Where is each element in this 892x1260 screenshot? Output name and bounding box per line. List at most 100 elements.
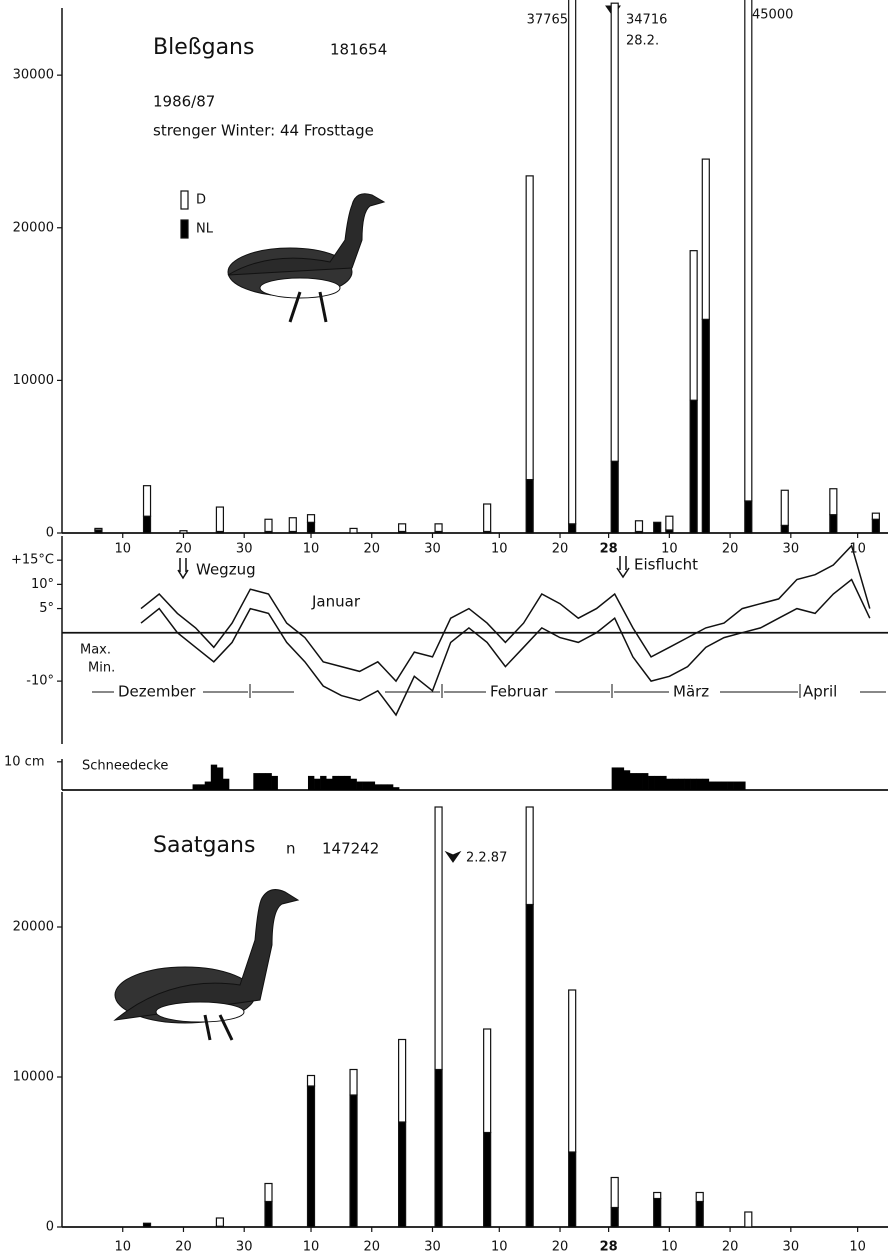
bar-segment [569,1152,576,1227]
x-tick-label: 20 [175,542,192,557]
month-label: Februar [490,683,548,701]
y-tick-label: 10000 [13,373,54,388]
bar-segment [399,1122,406,1227]
bar-segment [781,490,788,525]
bar-segment [95,528,102,530]
bar-segment [702,319,709,533]
bar-segment [696,1193,703,1202]
bar [253,773,259,790]
bar-segment [350,1070,357,1096]
bar-segment [611,461,618,533]
bar [259,773,265,790]
bar-segment [435,1070,442,1228]
bar-label: 34716 [626,13,667,28]
bar-segment [569,524,576,533]
bar [618,767,624,790]
bar [375,784,381,790]
y-tick-label: 20000 [13,220,54,235]
bar [369,782,375,790]
bar [338,776,344,790]
goose-illustration [115,890,298,1040]
bar-segment [830,515,837,533]
figure: 0100002000030000102030102030102028102030… [0,0,892,1260]
y-tick-label: 20000 [13,920,54,935]
bar-segment [435,524,442,532]
bar [654,776,660,790]
x-tick-label: 30 [424,1240,441,1255]
bar-segment [781,525,788,533]
bar [211,765,217,790]
bar [205,782,211,790]
bar [326,779,332,790]
bar-segment [308,1086,315,1227]
x-tick-label: 28 [600,542,618,557]
bar [697,779,703,790]
x-tick-label: 30 [783,542,800,557]
x-tick-label: 10 [491,542,508,557]
chart-title: Saatgans [153,833,255,858]
x-tick-label: 20 [363,1240,380,1255]
x-tick-label: 10 [114,1240,131,1255]
bar [703,779,709,790]
bar [320,776,326,790]
bar-segment [308,522,315,533]
chart-note: strenger Winter: 44 Frosttage [153,122,374,140]
y-tick-label: 5° [39,601,54,616]
x-tick-label: 10 [661,1240,678,1255]
x-tick-label: 10 [114,542,131,557]
month-label: Dezember [118,683,196,701]
x-tick-label: 20 [363,542,380,557]
bar [691,779,697,790]
bar-segment [399,1040,406,1123]
bar-segment [308,1076,315,1087]
bar-segment [611,3,618,461]
bar-segment [216,1218,223,1226]
bar-segment [526,905,533,1228]
bar-segment [435,807,442,1070]
bar [648,776,654,790]
y-tick-label: 0 [46,526,54,541]
bar [393,787,399,790]
bar-segment [265,519,272,531]
bar-segment [696,1202,703,1228]
bar [642,773,648,790]
bar-segment [690,400,697,533]
bar-segment [350,528,357,533]
bar [199,784,205,790]
bars [193,765,746,790]
bar [387,784,393,790]
bar [672,779,678,790]
bar-segment [308,515,315,523]
bar-segment [484,504,491,531]
y-tick-label: 0 [46,1220,54,1235]
bar [612,767,618,790]
y-tick-label: 10° [31,577,54,592]
bar-segment [484,1133,491,1228]
bar-segment [526,480,533,533]
legend-swatch [181,191,188,209]
chart-title: Schneedecke [82,759,168,774]
bar-segment [872,513,879,519]
y-tick-label: 10000 [13,1070,54,1085]
bar [381,784,387,790]
chart-title: Bleßgans [153,35,254,60]
y-tick-label: 30000 [13,68,54,83]
x-tick-label: 10 [303,542,320,557]
bar-segment [569,990,576,1152]
bar-segment [745,0,752,501]
bar-segment [180,531,187,533]
bar-segment [745,1212,752,1227]
bar [630,773,636,790]
bar-segment [654,1193,661,1199]
bar-segment [654,522,661,533]
bar [678,779,684,790]
chart-count: 181654 [330,41,387,59]
bar-segment [611,1208,618,1228]
bar-segment [216,507,223,531]
bars [95,0,879,533]
y-tick-label: -10° [26,674,54,689]
bar [308,776,314,790]
bar [332,776,338,790]
bar [660,776,666,790]
x-tick-label: 30 [236,1240,253,1255]
